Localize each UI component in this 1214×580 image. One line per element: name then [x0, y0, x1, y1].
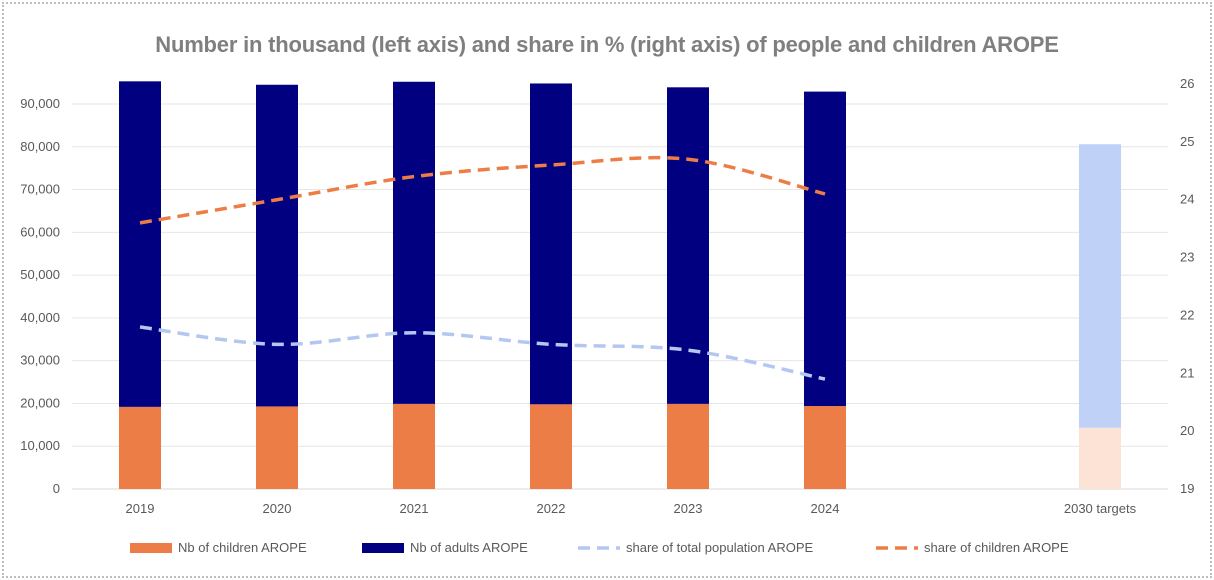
- left-axis-tick-label: 90,000: [20, 96, 60, 111]
- gridlines: [72, 103, 1168, 490]
- bars: [119, 81, 1121, 489]
- x-axis-tick-label: 2020: [263, 501, 292, 516]
- left-axis-tick-label: 30,000: [20, 353, 60, 368]
- left-axis-ticks: 0 10,000 20,000 30,000 40,000 50,000 60,000 70,…: [20, 96, 60, 496]
- bar-adults-arope: [119, 81, 161, 407]
- bar-children-arope: [530, 404, 572, 489]
- bar-adults-arope: [393, 81, 435, 404]
- left-axis-tick-label: 50,000: [20, 267, 60, 282]
- bar-2030-target-adults: [1079, 144, 1121, 428]
- right-axis-tick-label: 19: [1180, 481, 1194, 496]
- right-axis-tick-label: 24: [1180, 192, 1194, 207]
- bar-adults-arope: [667, 87, 709, 404]
- left-axis-tick-label: 60,000: [20, 224, 60, 239]
- bar-children-arope: [256, 406, 298, 489]
- bar-adults-arope: [530, 83, 572, 405]
- legend-swatch: [362, 543, 404, 553]
- legend-label: Nb of adults AROPE: [410, 540, 528, 555]
- right-axis-tick-label: 23: [1180, 250, 1194, 265]
- bar-adults-arope: [256, 84, 298, 407]
- right-axis-tick-label: 26: [1180, 76, 1194, 91]
- left-axis-tick-label: 0: [53, 481, 60, 496]
- bar-children-arope: [119, 406, 161, 489]
- x-axis-tick-label: 2030 targets: [1064, 501, 1137, 516]
- right-axis-ticks: 19 20 21 22 23 24 25 26: [1180, 76, 1194, 496]
- x-axis-tick-label: 2023: [674, 501, 703, 516]
- x-axis-tick-label: 2024: [811, 501, 840, 516]
- line-share-children-arope: [139, 155, 826, 225]
- legend-label: share of total population AROPE: [626, 540, 814, 555]
- x-axis-ticks: 2019 2020 2021 2022 2023 2024 2030 targets: [126, 501, 1137, 516]
- right-axis-tick-label: 21: [1180, 365, 1194, 380]
- legend-label: share of children AROPE: [924, 540, 1069, 555]
- x-axis-tick-label: 2021: [400, 501, 429, 516]
- bar-children-arope: [393, 403, 435, 489]
- legend-label: Nb of children AROPE: [178, 540, 307, 555]
- right-axis-tick-label: 22: [1180, 307, 1194, 322]
- left-axis-tick-label: 80,000: [20, 139, 60, 154]
- bar-2030-target-children: [1079, 427, 1121, 489]
- bar-children-arope: [804, 406, 846, 489]
- x-axis-tick-label: 2019: [126, 501, 155, 516]
- legend: Nb of children AROPE Nb of adults AROPE sh…: [130, 540, 1069, 555]
- right-axis-tick-label: 20: [1180, 423, 1194, 438]
- series-lines: [139, 155, 826, 381]
- left-axis-tick-label: 10,000: [20, 438, 60, 453]
- x-axis-tick-label: 2022: [537, 501, 566, 516]
- right-axis-tick-label: 25: [1180, 134, 1194, 149]
- left-axis-tick-label: 20,000: [20, 395, 60, 410]
- bar-children-arope: [667, 403, 709, 489]
- left-axis-tick-label: 40,000: [20, 310, 60, 325]
- left-axis-tick-label: 70,000: [20, 182, 60, 197]
- line-share-total-population-arope: [139, 325, 826, 381]
- bar-adults-arope: [804, 91, 846, 407]
- chart-title: Number in thousand (left axis) and share…: [155, 32, 1059, 57]
- legend-swatch: [130, 543, 172, 553]
